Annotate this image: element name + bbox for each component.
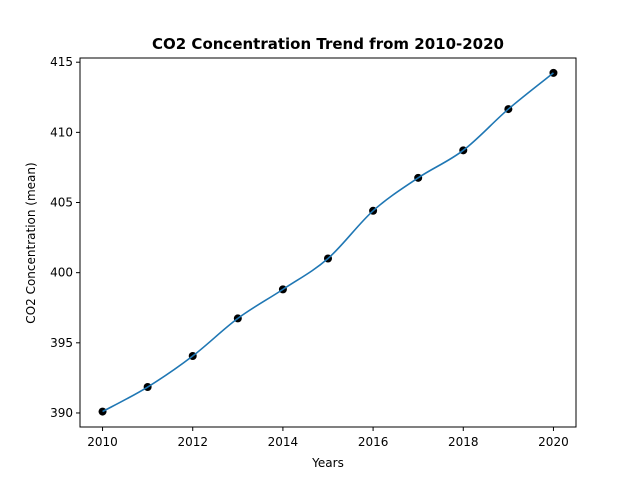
y-tick-label: 415 <box>50 55 73 69</box>
series-line <box>102 72 554 413</box>
y-axis-label: CO2 Concentration (mean) <box>24 162 38 323</box>
x-tick-label: 2016 <box>358 435 389 449</box>
x-axis-label: Years <box>311 456 344 470</box>
y-tick-label: 400 <box>50 266 73 280</box>
x-tick-label: 2018 <box>448 435 479 449</box>
x-tick-label: 2010 <box>87 435 118 449</box>
y-tick-label: 405 <box>50 196 73 210</box>
y-tick-label: 410 <box>50 125 73 139</box>
chart-title: CO2 Concentration Trend from 2010-2020 <box>152 35 504 53</box>
x-tick-label: 2020 <box>538 435 569 449</box>
y-tick-label: 395 <box>50 336 73 350</box>
y-tick-label: 390 <box>50 406 73 420</box>
x-tick-label: 2014 <box>268 435 299 449</box>
x-tick-label: 2012 <box>177 435 208 449</box>
plot-frame <box>79 57 577 428</box>
plot-area: 2010 2012 2014 2016 2018 2020 390 395 400 405 410 4… <box>50 55 577 449</box>
